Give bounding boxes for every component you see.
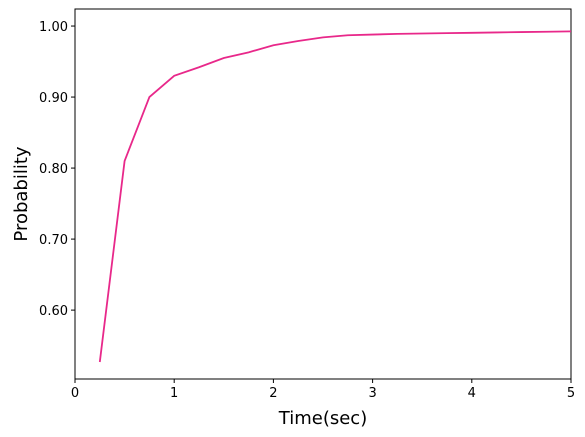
x-tick-label: 4 <box>468 386 476 401</box>
x-tick-label: 1 <box>170 386 178 401</box>
y-tick-label: 0.90 <box>39 91 68 106</box>
x-tick-label: 2 <box>269 386 277 401</box>
x-tick-label: 3 <box>368 386 376 401</box>
x-tick-label: 0 <box>71 386 79 401</box>
plot-frame <box>74 8 572 380</box>
y-tick-label: 0.80 <box>39 162 68 177</box>
y-tick-label: 0.70 <box>39 233 68 248</box>
line-series <box>98 30 572 363</box>
y-axis-label: Probability <box>11 146 32 241</box>
y-tick-label: 1.00 <box>39 20 68 35</box>
y-tick-label: 0.60 <box>39 304 68 319</box>
x-axis-label: Time(sec) <box>278 408 367 429</box>
x-tick-label: 5 <box>567 386 575 401</box>
